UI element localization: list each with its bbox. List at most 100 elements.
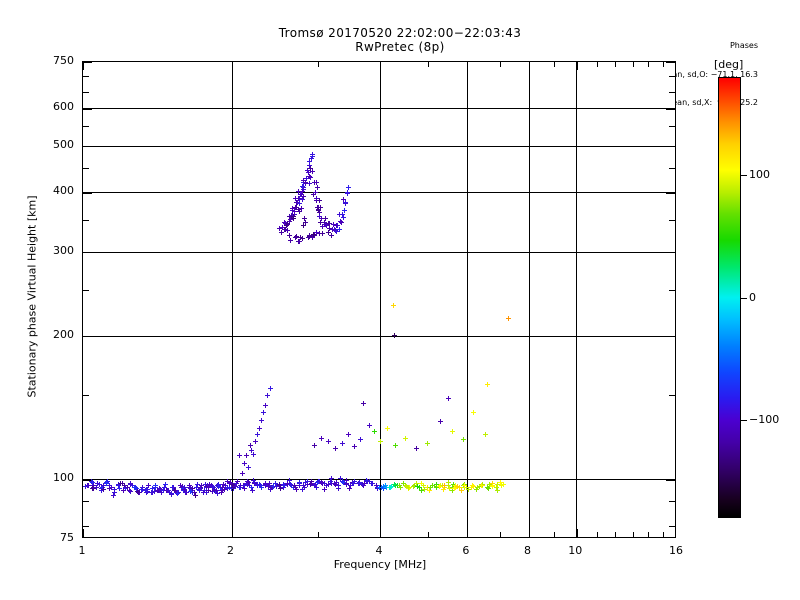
data-point [441,485,447,491]
data-point [370,481,376,487]
data-point [445,483,451,489]
data-point [84,483,90,489]
data-point [262,402,268,408]
y-axis-tick-label: 600 [53,100,74,114]
x-axis-minor-tick [615,532,617,537]
data-point [268,486,274,492]
data-point [112,489,118,495]
data-point [308,174,314,180]
x-axis-tick-label: 10 [568,544,583,557]
data-point [95,481,100,487]
x-axis-minor-tick [648,532,650,537]
data-point [205,484,211,490]
data-point [317,214,323,220]
data-point [293,199,299,205]
data-point [90,482,96,488]
data-point [296,482,302,488]
data-point [317,205,323,210]
y-axis-minor-tick [83,289,89,291]
data-point [196,486,202,492]
data-point [330,222,336,228]
data-point [439,483,445,489]
data-point [326,439,332,445]
data-point [416,485,422,491]
data-point [414,480,420,486]
data-point [301,186,306,192]
data-point [495,482,501,488]
data-point [326,481,332,487]
y-axis-minor-tick [669,525,675,527]
data-point [326,221,332,226]
data-point [450,482,456,488]
data-point [360,483,366,489]
data-point [320,481,326,487]
data-point [311,179,317,185]
data-point [252,481,258,487]
data-point [174,489,180,495]
data-point [174,491,180,497]
y-axis-minor-tick [669,395,675,397]
data-point [319,231,325,236]
data-point [357,437,363,443]
gridline-vertical [380,62,381,537]
data-point [195,482,201,488]
data-point [471,484,477,490]
data-point [332,226,338,232]
data-point [437,483,443,489]
data-point [165,488,171,494]
data-point [302,220,308,226]
data-point [350,480,356,486]
y-axis-major-tick [666,192,675,194]
data-point [328,481,334,487]
data-point [178,483,184,489]
data-point [334,229,339,234]
data-point [294,233,300,239]
data-point [179,483,185,489]
data-point [312,483,318,489]
data-point [258,417,264,423]
data-point [173,487,178,493]
data-point [430,483,436,488]
y-axis-minor-tick [669,501,675,503]
data-point [305,482,311,488]
data-point [333,482,339,488]
data-point [247,442,253,448]
data-point [489,483,495,489]
data-point [182,489,188,495]
data-point [485,485,491,491]
data-point [319,216,325,222]
data-point [282,483,288,489]
data-point [404,484,410,490]
data-point [434,482,440,488]
data-point [447,486,453,492]
data-point [421,486,427,492]
data-point [293,485,299,491]
data-point [336,483,342,489]
data-point [286,218,292,224]
data-point [234,481,240,487]
data-point [372,429,378,434]
data-point [452,484,458,490]
x-axis-major-tick [466,529,469,537]
data-point [457,485,463,491]
data-point [311,233,317,239]
y-axis-major-tick [666,62,675,64]
data-point [98,486,104,492]
data-point [157,486,163,492]
data-point [334,479,340,485]
data-point [116,483,121,489]
data-point [426,488,432,493]
data-point [319,435,325,441]
data-point [215,482,221,487]
data-point [100,486,106,492]
data-point [387,485,392,491]
data-point [173,490,179,496]
data-point [296,239,302,245]
data-point [189,490,195,496]
x-axis-minor-tick [615,62,617,67]
x-axis-major-tick [576,529,578,537]
data-point [293,196,299,202]
y-axis-minor-tick [669,126,675,128]
data-point [268,386,274,392]
data-point [222,483,228,489]
